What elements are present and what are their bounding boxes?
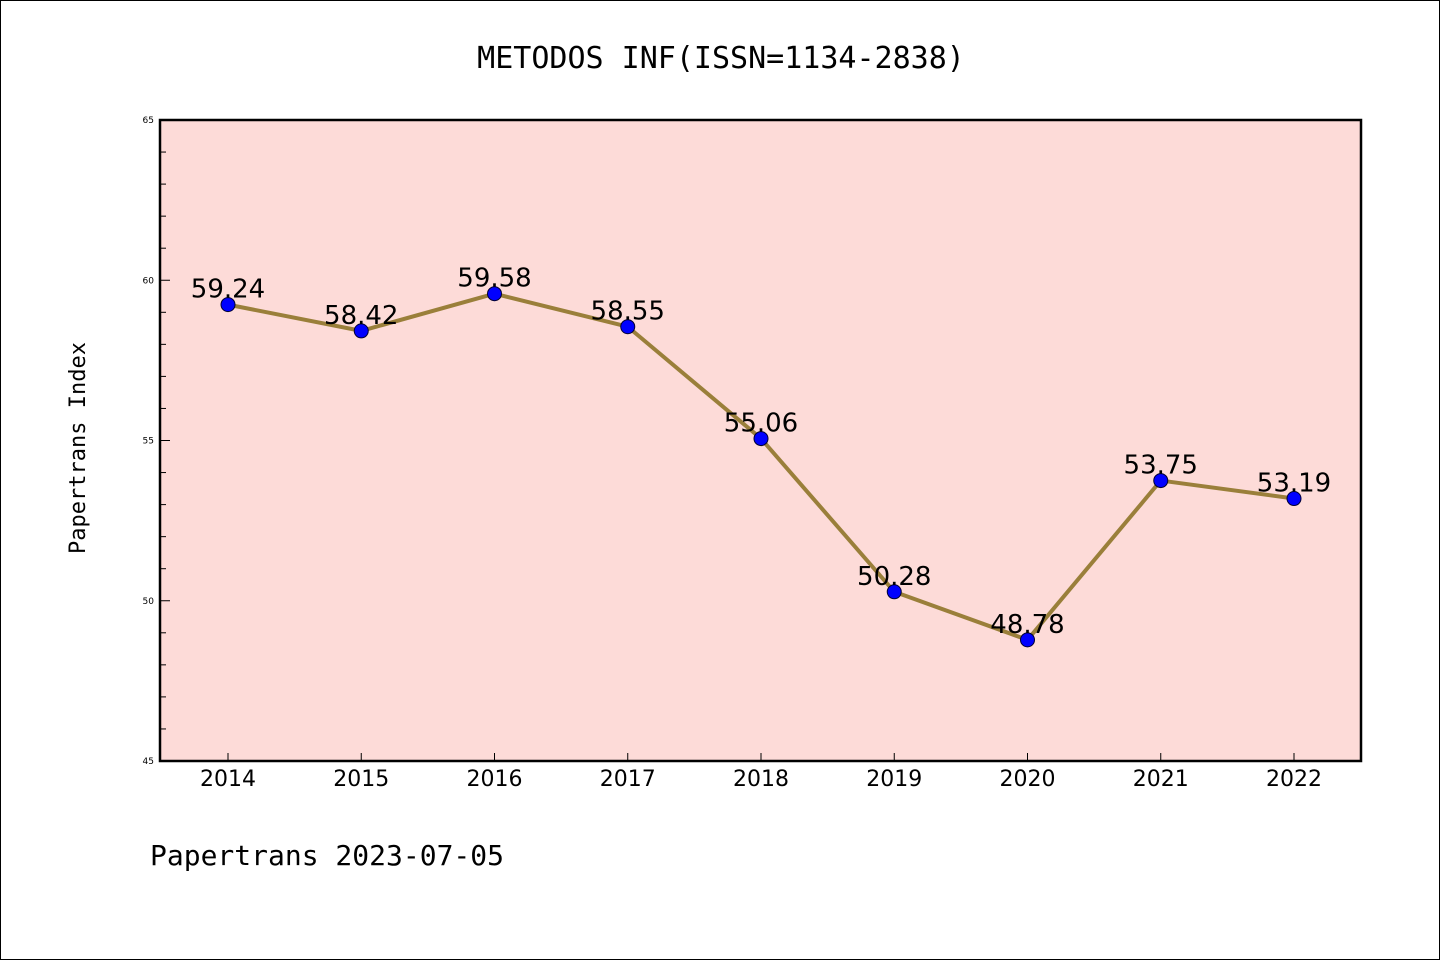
- data-label: 58.55: [591, 297, 665, 327]
- data-labels: 59.24 58.42 59.58 58.55 55.06 50.28 48.78 53.75…: [191, 264, 1331, 640]
- x-tick-label: 2017: [600, 767, 656, 792]
- data-point: [620, 319, 636, 335]
- footer-date: Papertrans 2023-07-05: [150, 839, 504, 872]
- x-axis: 2014 2015 2016 2017 2018 2019 2020 2021 2022: [200, 753, 1322, 792]
- data-point: [1020, 632, 1035, 648]
- data-point: [886, 584, 902, 600]
- x-tick-label: 2021: [1133, 767, 1189, 792]
- data-point: [753, 431, 769, 447]
- y-tick-label: 50: [143, 597, 155, 607]
- x-tick-label: 2019: [866, 767, 922, 792]
- x-tick-label: 2014: [200, 767, 256, 792]
- data-label: 53.19: [1257, 469, 1331, 499]
- data-point: [487, 286, 502, 302]
- x-tick-label: 2015: [333, 767, 389, 792]
- data-point: [1286, 491, 1302, 507]
- x-tick-label: 2022: [1266, 767, 1322, 792]
- data-point: [353, 323, 369, 339]
- y-axis-label: Papertrans Index: [66, 342, 91, 554]
- chart-title: METODOS INF(ISSN=1134-2838): [477, 41, 965, 76]
- x-tick-label: 2018: [733, 767, 789, 792]
- x-tick-label: 2020: [1000, 767, 1056, 792]
- y-tick-label: 60: [143, 276, 155, 286]
- data-label: 58.42: [324, 301, 398, 331]
- data-label: 55.06: [724, 409, 798, 439]
- data-point: [220, 297, 236, 313]
- data-label: 50.28: [857, 562, 931, 592]
- y-axis: 45 50 55 60 65: [143, 116, 170, 767]
- y-tick-label: 65: [143, 116, 154, 126]
- data-label: 59.58: [457, 264, 531, 294]
- data-label: 48.78: [990, 610, 1064, 640]
- x-tick-label: 2016: [467, 767, 523, 792]
- data-label: 53.75: [1124, 451, 1198, 481]
- series-group: [220, 286, 1302, 648]
- data-point: [1153, 473, 1169, 489]
- data-label: 59.24: [191, 275, 265, 305]
- y-tick-label: 45: [143, 757, 154, 767]
- y-tick-label: 55: [143, 437, 154, 447]
